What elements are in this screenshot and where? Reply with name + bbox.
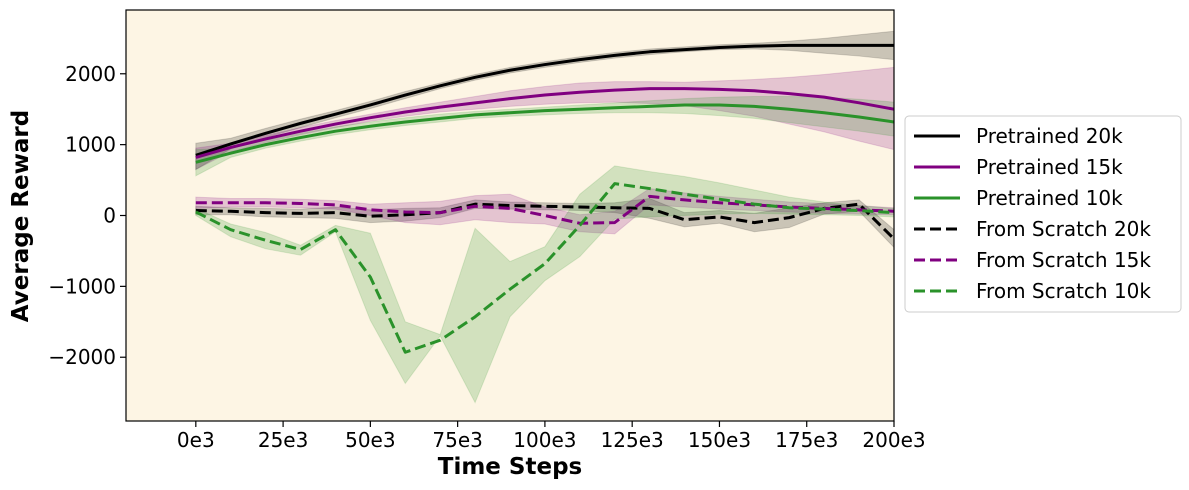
legend: Pretrained 20k Pretrained 15k Pretrained 1… — [904, 115, 1182, 313]
line-from-scratch-20k — [195, 202, 896, 240]
x-tick-label: 150e3 — [688, 428, 751, 452]
y-axis-title: Average Reward — [8, 110, 34, 322]
x-tick-label: 200e3 — [862, 428, 925, 452]
y-tick-label: −1000 — [48, 274, 116, 298]
line-pretrained-15k — [195, 87, 895, 159]
y-tick-label: 2000 — [65, 62, 116, 86]
legend-items: Pretrained 20k Pretrained 15k Pretrained 1… — [914, 124, 1151, 303]
x-axis-ticks: 0e3 25e3 50e3 75e3 100e3 125e3 150e3 175e3 200e3 — [177, 421, 926, 452]
y-tick-label: 1000 — [65, 133, 116, 157]
line-pretrained-10k — [195, 103, 895, 164]
legend-label-from-scratch-10k: From Scratch 10k — [976, 279, 1151, 303]
x-tick-label: 75e3 — [432, 428, 482, 452]
y-axis-ticks: −2000 −1000 0 1000 2000 — [48, 62, 126, 369]
legend-label-from-scratch-20k: From Scratch 20k — [976, 217, 1151, 241]
plot-background — [126, 10, 894, 421]
legend-label-pretrained-15k: Pretrained 15k — [976, 155, 1123, 179]
legend-label-from-scratch-15k: From Scratch 15k — [976, 248, 1151, 272]
legend-label-pretrained-10k: Pretrained 10k — [976, 186, 1123, 210]
line-pretrained-20k — [195, 43, 894, 157]
legend-label-pretrained-20k: Pretrained 20k — [976, 124, 1123, 148]
x-tick-label: 125e3 — [601, 428, 664, 452]
legend-frame — [904, 115, 1182, 313]
y-tick-label: 0 — [103, 204, 116, 228]
x-tick-label: 25e3 — [258, 428, 308, 452]
y-tick-label: −2000 — [48, 345, 116, 369]
x-tick-label: 0e3 — [177, 428, 215, 452]
x-axis-title: Time Steps — [438, 454, 582, 480]
line-from-scratch-15k — [195, 194, 895, 225]
x-tick-label: 175e3 — [775, 428, 838, 452]
series-lines — [195, 43, 896, 354]
x-tick-label: 100e3 — [513, 428, 576, 452]
x-tick-label: 50e3 — [345, 428, 395, 452]
